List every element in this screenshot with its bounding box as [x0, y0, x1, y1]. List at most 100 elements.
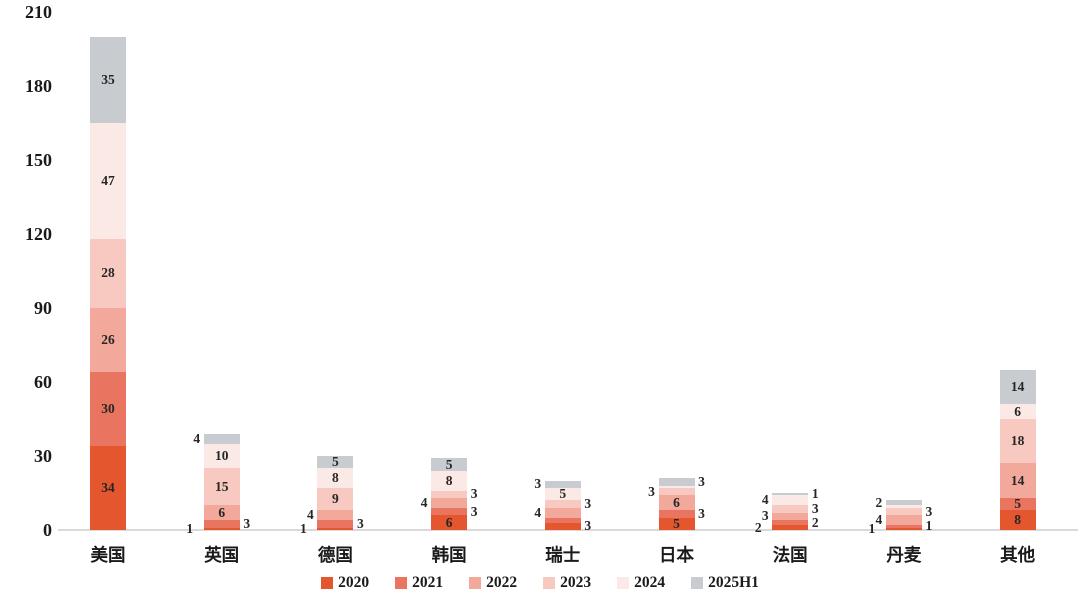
segment-value-label: 14 — [1010, 472, 1025, 488]
y-tick-label: 90 — [34, 298, 52, 318]
segment-value-label: 1 — [300, 520, 307, 536]
segment-value-label: 5 — [445, 456, 453, 472]
bar-segment-瑞士-2020 — [544, 522, 581, 530]
bar-segment-瑞士-2025H1 — [544, 480, 581, 489]
segment-value-label: 3 — [584, 518, 592, 534]
bar-segment-其他-2025H1 — [999, 369, 1036, 405]
segment-value-label: 4 — [420, 494, 428, 510]
segment-value-label: 14 — [1010, 378, 1025, 394]
segment-value-label: 3 — [243, 515, 251, 531]
segment-value-label: 5 — [673, 515, 680, 531]
bar-segment-韩国-2021 — [431, 507, 468, 516]
segment-value-label: 35 — [101, 71, 115, 87]
legend-item-2025H1: 2025H1 — [691, 574, 759, 592]
segment-value-label: 4 — [875, 512, 883, 528]
bar-segment-法国-2020 — [772, 525, 809, 530]
segment-value-label: 5 — [559, 486, 567, 502]
segment-value-label: 3 — [925, 503, 933, 519]
y-tick-label: 30 — [34, 446, 52, 466]
segment-value-label: 3 — [698, 505, 705, 521]
bar-segment-德国-2024 — [317, 468, 354, 489]
segment-value-label: 47 — [101, 172, 115, 188]
segment-value-label: 3 — [648, 483, 655, 499]
bar-segment-法国-2024 — [772, 495, 809, 506]
segment-value-label: 6 — [1014, 403, 1021, 419]
segment-value-label: 6 — [218, 504, 226, 520]
legend-label: 2024 — [634, 574, 666, 591]
segment-value-label: 3 — [698, 473, 705, 489]
bar-segment-美国-2023 — [90, 238, 126, 308]
legend-label: 2020 — [338, 574, 370, 591]
segment-value-label: 3 — [470, 486, 478, 502]
legend-swatch-icon — [617, 577, 630, 589]
bar-segment-法国-2025H1 — [772, 493, 809, 496]
legend-swatch-icon — [469, 577, 482, 589]
legend-swatch-icon — [543, 577, 556, 589]
y-tick-label: 120 — [25, 224, 52, 244]
bar-segment-丹麦-2025H1 — [885, 500, 922, 506]
legend-item-2023: 2023 — [543, 574, 591, 592]
segment-value-label: 15 — [214, 478, 229, 494]
segment-value-label: 3 — [357, 515, 364, 531]
segment-value-label: 2 — [754, 519, 762, 535]
legend-item-2021: 2021 — [395, 574, 443, 592]
x-category-label-6: 法国 — [772, 545, 808, 565]
bar-segment-美国-2022 — [90, 308, 126, 373]
x-category-label-8: 其他 — [1000, 545, 1036, 565]
bar-segment-瑞士-2023 — [544, 500, 581, 508]
legend: 2020 2021 2022 2023 2024 2025H1 — [0, 574, 1080, 592]
x-category-label-7: 丹麦 — [886, 545, 922, 565]
bar-segment-韩国-2025H1 — [431, 458, 468, 471]
bar-segment-美国-2024 — [90, 123, 126, 239]
segment-value-label: 2 — [811, 514, 819, 530]
segment-value-label: 4 — [761, 492, 769, 508]
bar-segment-英国-2021 — [203, 520, 240, 528]
bar-segment-日本-2021 — [658, 510, 695, 518]
legend-label: 2022 — [486, 574, 518, 591]
segment-value-label: 3 — [534, 476, 542, 492]
bar-segment-日本-2020 — [658, 517, 695, 530]
bar-segment-德国-2020 — [317, 527, 354, 530]
segment-value-label: 3 — [761, 508, 769, 524]
segment-value-label: 6 — [673, 494, 680, 510]
y-tick-label: 60 — [34, 372, 52, 392]
segment-value-label: 5 — [332, 454, 339, 470]
bar-segment-瑞士-2022 — [544, 507, 581, 518]
y-tick-label: 150 — [25, 150, 52, 170]
bar-segment-法国-2022 — [772, 512, 809, 521]
legend-item-2020: 2020 — [321, 574, 369, 592]
bar-segment-法国-2023 — [772, 505, 809, 513]
bar-segment-英国-2023 — [203, 468, 240, 506]
bar-segment-德国-2022 — [317, 510, 354, 521]
segment-value-label: 5 — [1014, 496, 1021, 512]
legend-label: 2023 — [560, 574, 592, 591]
segment-value-label: 3 — [811, 501, 819, 517]
segment-value-label: 18 — [1010, 433, 1025, 449]
legend-swatch-icon — [395, 577, 408, 589]
x-category-label-5: 日本 — [659, 545, 694, 565]
bar-segment-英国-2025H1 — [203, 433, 240, 444]
bar-segment-瑞士-2024 — [544, 488, 581, 501]
x-category-label-1: 英国 — [204, 545, 240, 565]
x-category-label-0: 美国 — [90, 545, 126, 565]
legend-label: 2025H1 — [708, 574, 759, 591]
segment-value-label: 2 — [875, 494, 883, 510]
y-tick-label: 0 — [43, 520, 52, 540]
segment-value-label: 1 — [186, 520, 194, 536]
x-category-label-2: 德国 — [317, 545, 353, 565]
bar-segment-德国-2023 — [317, 488, 354, 511]
bar-segment-美国-2021 — [90, 372, 126, 447]
segment-value-label: 8 — [445, 472, 453, 488]
bar-segment-丹麦-2021 — [885, 525, 922, 528]
bar-segment-丹麦-2023 — [885, 507, 922, 516]
x-axis-line — [58, 529, 1078, 531]
segment-value-label: 9 — [332, 491, 339, 507]
segment-value-label: 6 — [445, 514, 453, 530]
segment-value-label: 4 — [193, 430, 201, 446]
legend-swatch-icon — [691, 577, 704, 589]
bar-segment-韩国-2022 — [431, 497, 468, 508]
x-category-label-3: 韩国 — [431, 545, 467, 565]
segment-value-label: 1 — [868, 520, 876, 536]
segment-value-label: 34 — [101, 480, 115, 496]
